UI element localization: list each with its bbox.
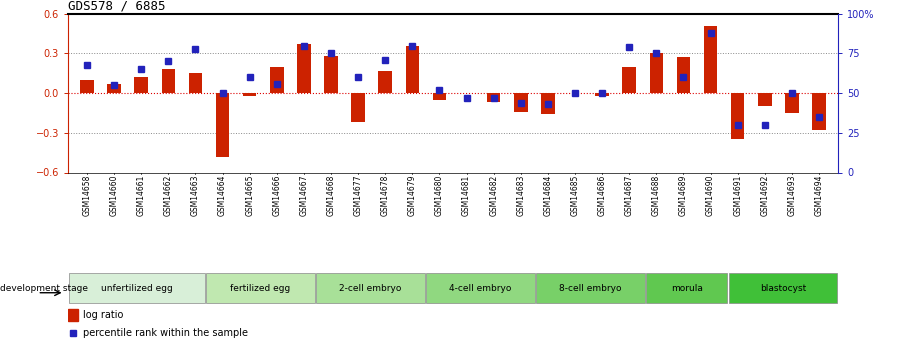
Text: fertilized egg: fertilized egg	[230, 284, 291, 293]
Bar	[188, 73, 202, 93]
Text: GSM14682: GSM14682	[489, 175, 498, 216]
Text: GSM14665: GSM14665	[246, 175, 254, 216]
Text: GSM14693: GSM14693	[787, 175, 796, 216]
Bar	[704, 26, 718, 93]
Text: GSM14662: GSM14662	[164, 175, 173, 216]
Bar	[379, 71, 392, 93]
Bar	[270, 67, 284, 93]
Text: GSM14658: GSM14658	[82, 175, 92, 216]
Text: GSM14690: GSM14690	[706, 175, 715, 216]
Bar	[324, 56, 338, 93]
Text: morula: morula	[670, 284, 703, 293]
Bar	[622, 67, 636, 93]
Text: GSM14663: GSM14663	[191, 175, 200, 216]
Text: GSM14678: GSM14678	[381, 175, 390, 216]
Bar	[813, 93, 826, 130]
Bar	[297, 44, 311, 93]
Text: GSM14668: GSM14668	[326, 175, 335, 216]
Bar	[406, 46, 419, 93]
Text: GSM14687: GSM14687	[625, 175, 634, 216]
Text: GSM14686: GSM14686	[598, 175, 607, 216]
Text: GSM14661: GSM14661	[137, 175, 146, 216]
Text: 2-cell embryo: 2-cell embryo	[340, 284, 401, 293]
FancyBboxPatch shape	[728, 273, 837, 303]
Text: development stage: development stage	[0, 284, 88, 293]
Bar	[352, 93, 365, 122]
Bar	[514, 93, 527, 112]
FancyBboxPatch shape	[646, 273, 728, 303]
Bar	[107, 84, 120, 93]
Bar	[758, 93, 772, 106]
Bar	[161, 69, 175, 93]
Bar	[541, 93, 554, 114]
Bar	[216, 93, 229, 157]
Text: GSM14689: GSM14689	[679, 175, 688, 216]
Bar	[68, 309, 78, 321]
Text: blastocyst: blastocyst	[760, 284, 806, 293]
Text: GSM14692: GSM14692	[760, 175, 769, 216]
Bar	[487, 93, 500, 102]
Bar	[80, 80, 93, 93]
Text: GSM14660: GSM14660	[110, 175, 119, 216]
Bar	[786, 93, 799, 113]
FancyBboxPatch shape	[427, 273, 535, 303]
Text: GSM14688: GSM14688	[652, 175, 660, 216]
FancyBboxPatch shape	[69, 273, 205, 303]
Text: GSM14691: GSM14691	[733, 175, 742, 216]
Bar	[595, 93, 609, 96]
Text: log ratio: log ratio	[82, 310, 123, 320]
FancyBboxPatch shape	[316, 273, 425, 303]
Text: GDS578 / 6885: GDS578 / 6885	[68, 0, 166, 13]
Text: GSM14681: GSM14681	[462, 175, 471, 216]
FancyBboxPatch shape	[536, 273, 645, 303]
Bar	[731, 93, 745, 139]
Text: GSM14667: GSM14667	[299, 175, 308, 216]
Text: GSM14666: GSM14666	[272, 175, 281, 216]
Bar	[433, 93, 447, 100]
Text: GSM14685: GSM14685	[571, 175, 580, 216]
Text: GSM14684: GSM14684	[544, 175, 553, 216]
Text: percentile rank within the sample: percentile rank within the sample	[82, 328, 247, 338]
FancyBboxPatch shape	[207, 273, 314, 303]
Text: GSM14683: GSM14683	[516, 175, 525, 216]
Text: GSM14677: GSM14677	[353, 175, 362, 216]
Text: GSM14680: GSM14680	[435, 175, 444, 216]
Bar	[134, 77, 148, 93]
Text: GSM14664: GSM14664	[218, 175, 227, 216]
Bar	[650, 53, 663, 93]
Text: 8-cell embryo: 8-cell embryo	[559, 284, 622, 293]
Text: unfertilized egg: unfertilized egg	[101, 284, 172, 293]
Bar	[677, 57, 690, 93]
Text: 4-cell embryo: 4-cell embryo	[449, 284, 512, 293]
Text: GSM14694: GSM14694	[814, 175, 824, 216]
Text: GSM14679: GSM14679	[408, 175, 417, 216]
Bar	[243, 93, 256, 96]
